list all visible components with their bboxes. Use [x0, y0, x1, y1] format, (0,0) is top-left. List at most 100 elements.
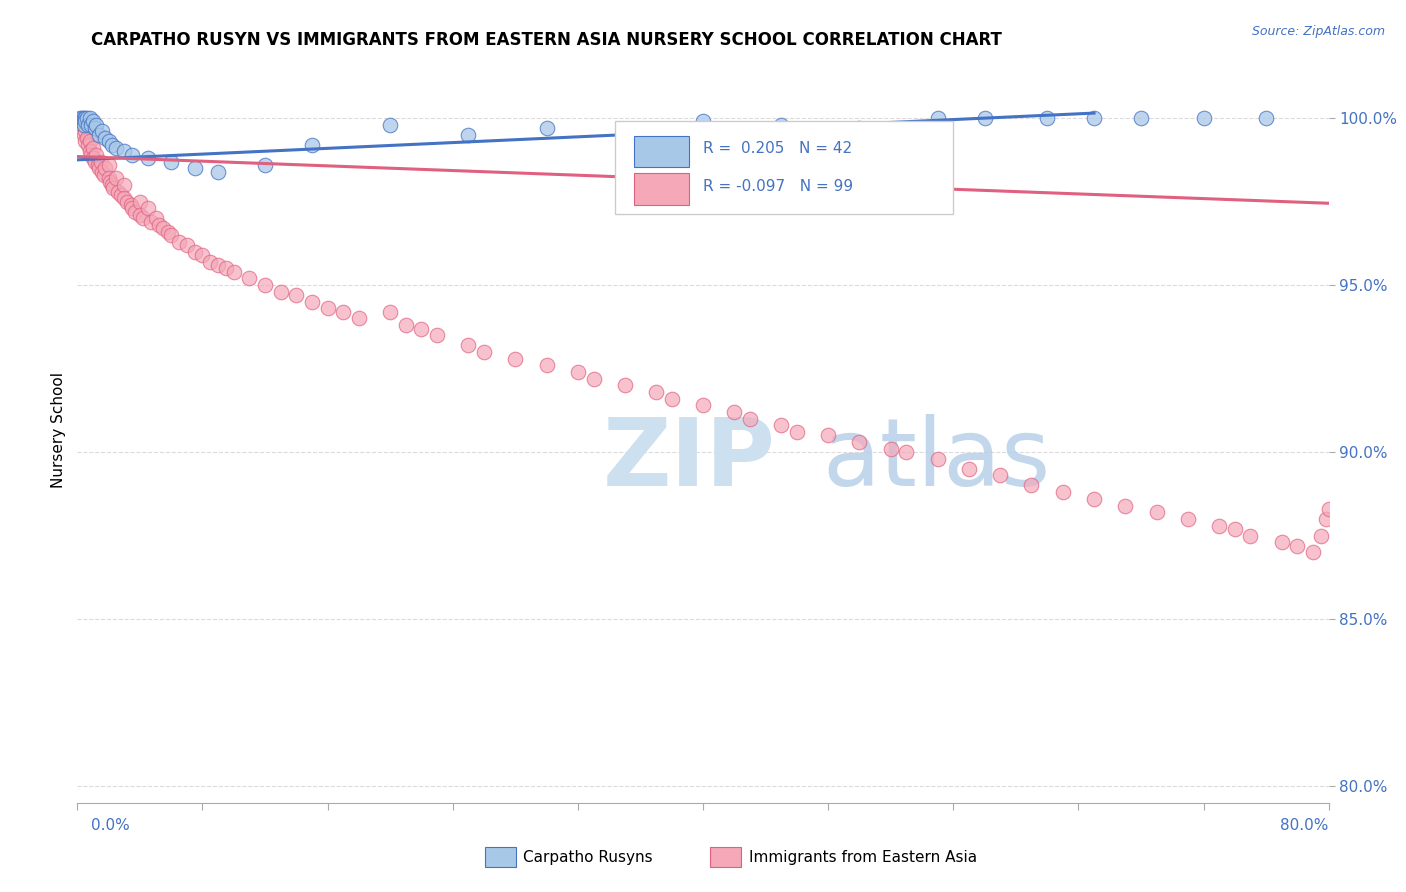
Point	[84, 118, 107, 132]
Point	[1239, 528, 1261, 542]
Point	[84, 148, 107, 162]
Point	[613, 378, 636, 392]
Point	[77, 118, 100, 132]
Point	[183, 161, 205, 176]
Point	[183, 244, 205, 259]
Point	[1146, 505, 1168, 519]
Point	[215, 261, 238, 276]
Point	[132, 211, 155, 226]
Point	[176, 238, 198, 252]
Point	[72, 111, 94, 125]
Point	[145, 211, 167, 226]
Point	[1254, 111, 1277, 125]
Point	[121, 201, 143, 215]
Point	[927, 451, 949, 466]
Point	[395, 318, 418, 333]
Text: 80.0%: 80.0%	[1281, 818, 1329, 832]
Text: Carpatho Rusyns: Carpatho Rusyns	[523, 850, 652, 864]
Point	[207, 164, 229, 178]
Point	[817, 428, 839, 442]
Point	[207, 258, 229, 272]
Point	[76, 111, 98, 125]
Point	[94, 161, 117, 176]
Point	[86, 158, 108, 172]
FancyBboxPatch shape	[616, 121, 953, 214]
Point	[89, 161, 111, 176]
Point	[120, 198, 142, 212]
Point	[124, 204, 146, 219]
Point	[1021, 478, 1043, 492]
Point	[896, 445, 918, 459]
Point	[129, 208, 152, 222]
Point	[1208, 518, 1230, 533]
Point	[110, 188, 132, 202]
Point	[75, 114, 97, 128]
Point	[238, 271, 260, 285]
Point	[200, 254, 222, 268]
Point	[253, 278, 276, 293]
Point	[536, 358, 558, 372]
Point	[661, 392, 683, 406]
Point	[536, 121, 558, 136]
Point	[160, 227, 183, 242]
FancyBboxPatch shape	[634, 173, 689, 204]
Point	[411, 321, 433, 335]
Point	[582, 371, 605, 385]
Point	[82, 114, 104, 128]
Point	[472, 345, 495, 359]
Text: R = -0.097   N = 99: R = -0.097 N = 99	[703, 179, 853, 194]
Point	[1083, 111, 1105, 125]
Point	[76, 131, 98, 145]
Point	[1052, 485, 1074, 500]
Point	[770, 118, 793, 132]
Point	[1286, 539, 1309, 553]
Point	[75, 124, 97, 138]
Point	[457, 128, 479, 142]
Point	[253, 158, 276, 172]
Point	[100, 178, 122, 192]
Point	[645, 384, 668, 399]
Point	[97, 135, 120, 149]
Point	[848, 435, 870, 450]
Point	[112, 191, 135, 205]
Point	[692, 114, 714, 128]
Point	[72, 118, 94, 132]
Point	[91, 164, 114, 178]
Point	[112, 145, 135, 159]
Point	[347, 311, 370, 326]
Point	[957, 462, 980, 476]
Text: atlas: atlas	[823, 414, 1050, 506]
Point	[301, 137, 323, 152]
Point	[121, 148, 143, 162]
Point	[70, 111, 93, 125]
Point	[98, 175, 121, 189]
Point	[316, 301, 339, 316]
Point	[848, 121, 870, 136]
Point	[83, 121, 105, 136]
Point	[191, 248, 214, 262]
Point	[136, 151, 159, 165]
Point	[1083, 491, 1105, 506]
Point	[93, 168, 115, 182]
Point	[786, 425, 808, 439]
Point	[426, 328, 449, 343]
Point	[1036, 111, 1059, 125]
Point	[82, 151, 104, 165]
Text: Immigrants from Eastern Asia: Immigrants from Eastern Asia	[749, 850, 977, 864]
Point	[222, 265, 245, 279]
Text: ZIP: ZIP	[603, 414, 776, 506]
Point	[301, 294, 323, 309]
Point	[70, 114, 93, 128]
Y-axis label: Nursery School: Nursery School	[51, 372, 66, 489]
Point	[136, 201, 159, 215]
Point	[139, 214, 162, 228]
Text: R =  0.205   N = 42: R = 0.205 N = 42	[703, 142, 852, 156]
Point	[82, 141, 104, 155]
Point	[1177, 512, 1199, 526]
Point	[1192, 111, 1215, 125]
Point	[94, 131, 117, 145]
Point	[79, 111, 101, 125]
Point	[83, 154, 105, 169]
Point	[79, 145, 101, 159]
Point	[988, 468, 1011, 483]
